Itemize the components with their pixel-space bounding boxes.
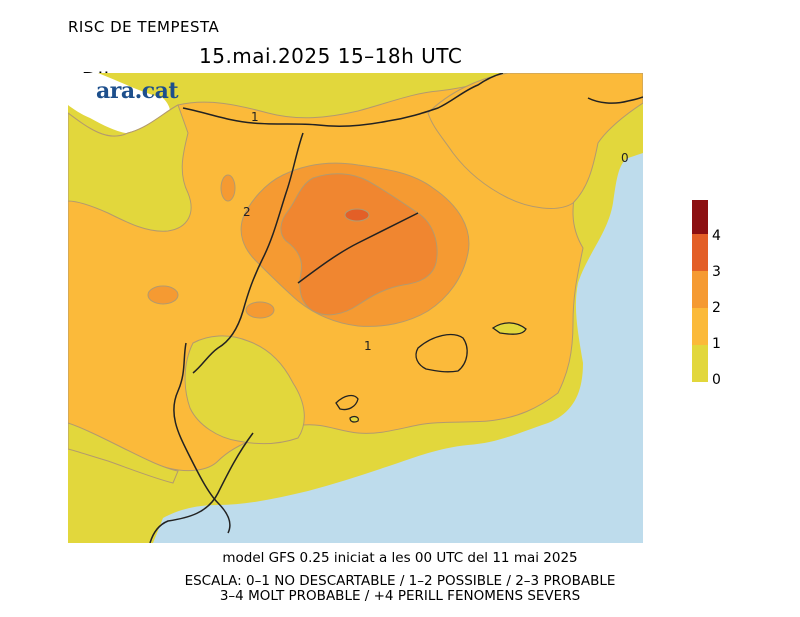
forecast-datetime: 15.mai.2025 15–18h UTC <box>199 44 463 68</box>
scale-description-line2: 3–4 MOLT PROBABLE / +4 PERILL FENOMENS S… <box>219 588 581 604</box>
risk-area-1-2-ne <box>427 73 643 209</box>
sea-area <box>153 153 643 543</box>
risk-area-0-1-nw <box>68 104 192 232</box>
legend-label-4: 4 <box>712 228 721 244</box>
legend-swatch-1-2 <box>692 308 708 345</box>
risk-area-0-1-west <box>68 422 179 484</box>
legend-swatch-2-3 <box>692 271 708 308</box>
risk-legend-colorbar <box>692 200 708 382</box>
model-info: model GFS 0.25 iniciat a les 00 UTC del … <box>222 550 578 566</box>
legend-swatch-0-1 <box>692 345 708 382</box>
contour-label-1-south: 1 <box>364 339 372 353</box>
map-title: RISC DE TEMPESTA <box>68 18 220 36</box>
political-borders <box>149 73 643 543</box>
legend-swatch-3-4 <box>692 234 708 271</box>
risk-area-3-4 <box>280 173 438 316</box>
forecast-time: Dijous15.mai.2025 15–18h UTC <box>68 44 462 92</box>
island-menorca <box>491 322 527 335</box>
risk-area-0-1-inner <box>184 335 305 445</box>
storm-risk-map: 1 2 1 0 <box>68 73 643 543</box>
legend-label-0: 0 <box>712 372 721 388</box>
contour-label-1-north: 1 <box>251 110 259 124</box>
legend-label-1: 1 <box>712 336 721 352</box>
risk-blob-3 <box>245 301 275 319</box>
contour-label-0: 0 <box>621 151 629 165</box>
legend-label-3: 3 <box>712 264 721 280</box>
legend-label-2: 2 <box>712 300 721 316</box>
risk-blob-2 <box>147 285 179 305</box>
ara-cat-logo: ara.cat <box>96 78 179 104</box>
island-formentera <box>349 415 359 423</box>
scale-description-line1: ESCALA: 0–1 NO DESCARTABLE / 1–2 POSSIBL… <box>184 573 616 589</box>
island-ibiza <box>335 394 359 411</box>
risk-area-4-plus <box>344 208 370 222</box>
contour-label-2: 2 <box>243 205 251 219</box>
risk-blob-1 <box>220 174 236 202</box>
legend-swatch-4-plus <box>692 200 708 234</box>
white-land-area <box>68 73 171 135</box>
island-mallorca <box>415 334 468 373</box>
